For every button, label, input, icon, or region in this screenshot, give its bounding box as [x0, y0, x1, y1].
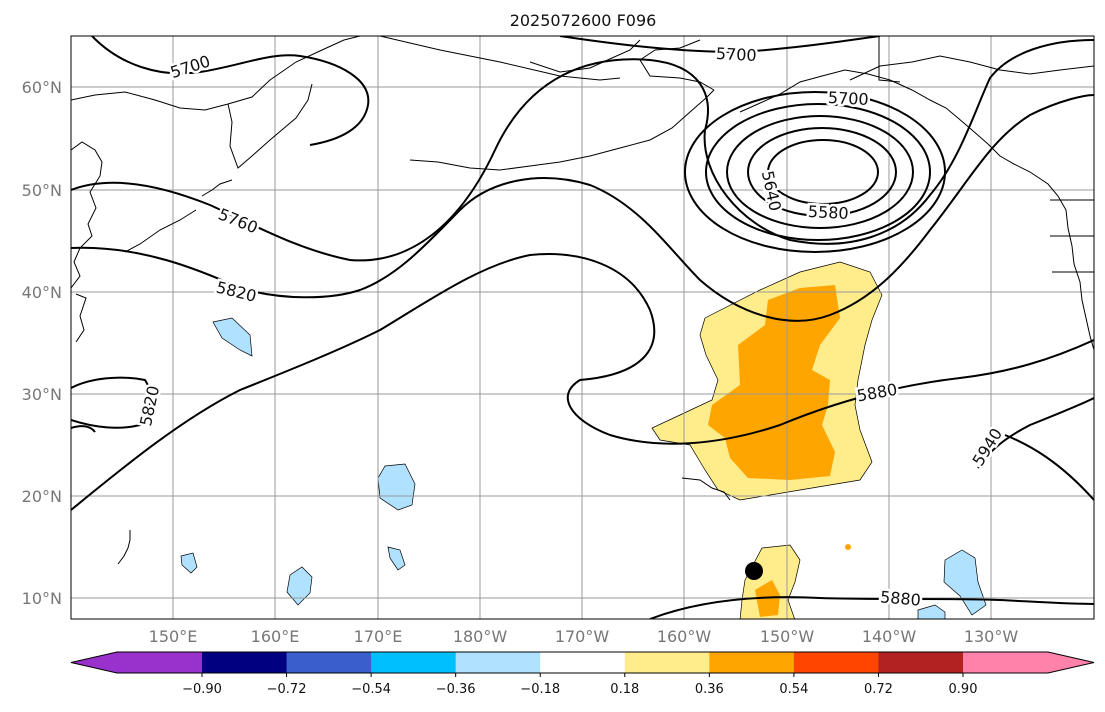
colorbar-segment	[878, 652, 964, 673]
lat-gridlines	[71, 86, 1094, 599]
colorbar-tick-label: 0.90	[949, 682, 978, 697]
colorbar-segment	[71, 652, 202, 673]
lon-tick-label: 150°W	[760, 627, 815, 646]
lat-axis: 60°N 50°N 40°N 30°N 20°N 10°N	[22, 78, 62, 608]
lon-tick-label: 170°E	[354, 627, 403, 646]
lat-tick-label: 60°N	[22, 78, 62, 97]
colorbar-segment	[455, 652, 541, 673]
lon-tick-label: 180°W	[453, 627, 508, 646]
lon-gridlines	[172, 36, 992, 619]
negative-anomaly-area	[387, 546, 406, 571]
colorbar-outline	[70, 651, 1095, 674]
colorbar-segment	[963, 652, 1094, 673]
colorbar-tick-label: 0.18	[610, 682, 639, 697]
negative-anomaly-area	[180, 552, 198, 574]
lon-tick-label: 150°E	[149, 627, 198, 646]
lon-axis: 150°E 160°E 170°E 180°W 170°W 160°W 150°…	[149, 627, 1019, 646]
lat-tick-label: 50°N	[22, 181, 62, 200]
height-contours	[71, 36, 1094, 619]
colorbar-segment	[202, 652, 288, 673]
map-area: 5700 5700 5700 5760 5820 5820 5640 5580 …	[71, 36, 1094, 619]
lon-tick-label: 170°W	[555, 627, 610, 646]
colorbar-tick-label: 0.36	[695, 682, 724, 697]
positive-anomaly-area	[708, 285, 840, 480]
lat-tick-label: 40°N	[22, 283, 62, 302]
location-marker	[745, 562, 763, 580]
contour-label: 5700	[827, 88, 869, 109]
contour-label: 5880	[879, 587, 921, 609]
negative-anomaly-area	[212, 317, 253, 357]
colorbar-segment	[793, 652, 879, 673]
contour-label: 5700	[715, 44, 757, 65]
colorbar-tick-label: −0.54	[351, 682, 391, 697]
colorbar-segment	[540, 652, 626, 673]
colorbar-tick-label: 0.72	[864, 682, 893, 697]
lon-tick-label: 140°W	[862, 627, 917, 646]
colorbar-segment	[709, 652, 795, 673]
colorbar-tick-labels: −0.90 −0.72 −0.54 −0.36 −0.18 0.18 0.36 0.54 0.7…	[182, 673, 977, 697]
colorbar-tick-label: −0.90	[182, 682, 222, 697]
lat-tick-label: 20°N	[22, 487, 62, 506]
negative-anomaly-area	[917, 604, 946, 619]
colorbar-tick-label: −0.18	[520, 682, 560, 697]
colorbar-tick-label: −0.72	[267, 682, 307, 697]
negative-anomaly-area	[286, 566, 313, 606]
coastlines	[71, 36, 1094, 565]
colorbar-segment	[624, 652, 710, 673]
map-frame	[70, 35, 1095, 620]
colorbar-tick-label: −0.36	[436, 682, 476, 697]
lon-tick-label: 160°E	[251, 627, 300, 646]
lat-tick-label: 10°N	[22, 589, 62, 608]
map-title: 2025072600 F096	[510, 11, 657, 30]
colorbar-segment	[371, 652, 457, 673]
colorbar-tick-label: 0.54	[779, 682, 808, 697]
contour-label: 5580	[807, 202, 849, 223]
lon-tick-label: 160°W	[657, 627, 712, 646]
lon-tick-label: 130°W	[964, 627, 1019, 646]
colorbar-segment	[286, 652, 372, 673]
lat-tick-label: 30°N	[22, 385, 62, 404]
positive-anomaly-area	[845, 544, 851, 550]
colorbar	[70, 651, 1095, 674]
